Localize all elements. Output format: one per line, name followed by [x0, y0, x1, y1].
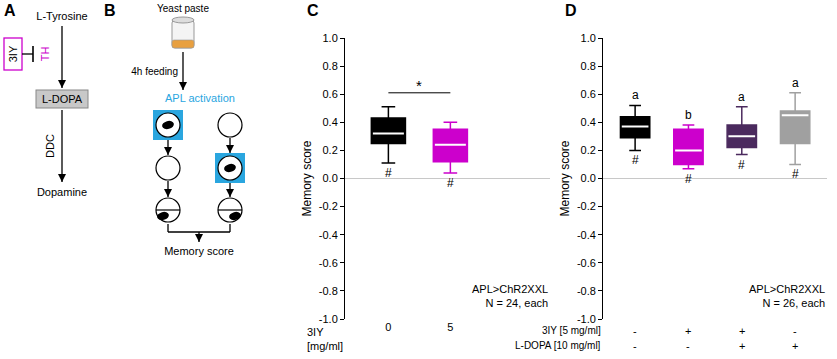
svg-text:Dopamine: Dopamine — [37, 186, 87, 198]
svg-text:4h feeding: 4h feeding — [131, 66, 178, 77]
svg-text:Memory score: Memory score — [300, 140, 314, 216]
svg-text:1.0: 1.0 — [581, 32, 596, 44]
svg-text:#: # — [632, 153, 639, 167]
svg-text:0.0: 0.0 — [323, 172, 338, 184]
svg-text:-0.8: -0.8 — [577, 285, 596, 297]
svg-text:+: + — [739, 325, 745, 337]
svg-text:0.2: 0.2 — [323, 144, 338, 156]
svg-text:APL>ChR2XXLN = 24, each: APL>ChR2XXLN = 24, each — [472, 283, 548, 309]
svg-text:A: A — [4, 2, 16, 19]
svg-text:-: - — [633, 340, 637, 352]
svg-text:a: a — [792, 76, 799, 90]
svg-text:a: a — [738, 90, 745, 104]
svg-text:#: # — [685, 172, 692, 186]
svg-text:-0.2: -0.2 — [577, 200, 596, 212]
svg-text:C: C — [307, 2, 319, 19]
svg-text:0.4: 0.4 — [323, 116, 338, 128]
svg-text:b: b — [685, 108, 692, 122]
svg-text:0.6: 0.6 — [323, 88, 338, 100]
svg-text:#: # — [738, 158, 745, 172]
svg-text:+: + — [739, 340, 745, 352]
svg-text:APL activation: APL activation — [165, 92, 235, 104]
svg-text:DDC: DDC — [44, 134, 56, 158]
svg-text:*: * — [416, 77, 422, 94]
svg-text:0.8: 0.8 — [581, 60, 596, 72]
svg-text:Memory score: Memory score — [164, 245, 234, 257]
svg-text:-0.6: -0.6 — [319, 257, 338, 269]
svg-text:D: D — [565, 2, 577, 19]
svg-text:0.4: 0.4 — [581, 116, 596, 128]
svg-text:B: B — [104, 2, 116, 19]
svg-text:TH: TH — [39, 47, 51, 62]
svg-text:3IY[mg/ml]: 3IY[mg/ml] — [307, 326, 343, 352]
svg-text:0.0: 0.0 — [581, 172, 596, 184]
svg-text:0.6: 0.6 — [581, 88, 596, 100]
svg-text:-0.4: -0.4 — [577, 229, 596, 241]
svg-text:#: # — [385, 166, 392, 180]
svg-text:L-Tyrosine: L-Tyrosine — [36, 10, 87, 22]
svg-text:+: + — [792, 340, 798, 352]
svg-text:Memory score: Memory score — [558, 140, 572, 216]
svg-text:-: - — [686, 340, 690, 352]
svg-text:-0.6: -0.6 — [577, 257, 596, 269]
svg-text:a: a — [632, 88, 639, 102]
svg-text:3IY: 3IY — [7, 45, 19, 62]
svg-text:L-DOPA: L-DOPA — [42, 93, 83, 105]
svg-text:L-DOPA [10 mg/ml]: L-DOPA [10 mg/ml] — [515, 340, 601, 351]
svg-text:0.2: 0.2 — [581, 144, 596, 156]
svg-text:0: 0 — [385, 321, 391, 333]
svg-text:#: # — [447, 176, 454, 190]
svg-text:3IY [5 mg/ml]: 3IY [5 mg/ml] — [542, 325, 601, 336]
svg-text:-0.2: -0.2 — [319, 200, 338, 212]
svg-text:-1.0: -1.0 — [577, 313, 596, 325]
svg-text:-0.8: -0.8 — [319, 285, 338, 297]
svg-text:-0.4: -0.4 — [319, 229, 338, 241]
svg-text:+: + — [685, 325, 691, 337]
svg-text:-: - — [793, 325, 797, 337]
svg-text:-1.0: -1.0 — [319, 313, 338, 325]
svg-text:Yeast paste: Yeast paste — [157, 3, 209, 14]
svg-text:0.8: 0.8 — [323, 60, 338, 72]
svg-text:APL>ChR2XXLN = 26, each: APL>ChR2XXLN = 26, each — [749, 283, 825, 309]
svg-text:-: - — [633, 325, 637, 337]
svg-text:#: # — [792, 167, 799, 181]
svg-text:5: 5 — [447, 321, 453, 333]
svg-text:1.0: 1.0 — [323, 32, 338, 44]
